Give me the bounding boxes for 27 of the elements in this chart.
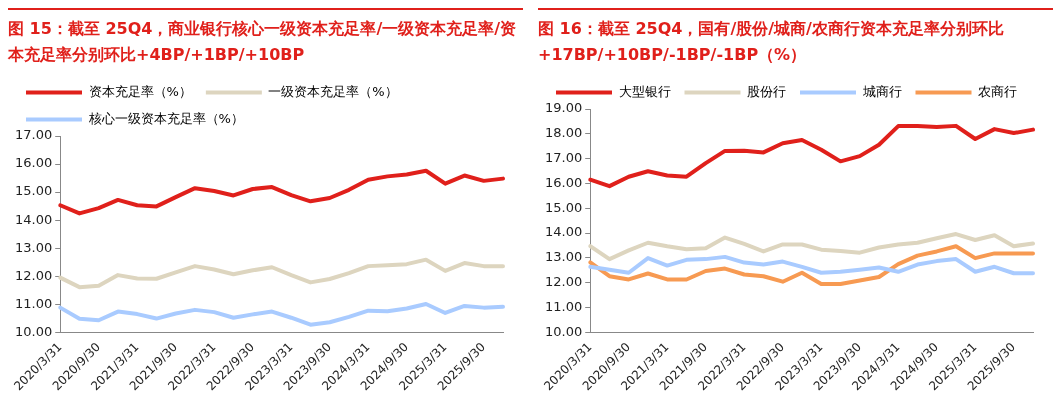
- y-tick-label: 15.00: [15, 183, 53, 199]
- chart-title: 图 15：截至 25Q4，商业银行核心一级资本充足率/一级资本充足率/资本充足率分别环比+4BP/+1BP/+10BP: [8, 8, 523, 72]
- y-tick-label: 10.00: [15, 323, 53, 339]
- legend-label: 一级资本充足率（%）: [268, 83, 398, 99]
- legend-label: 股份行: [747, 83, 786, 99]
- y-tick-label: 13.00: [15, 239, 53, 255]
- legend-label: 农商行: [978, 83, 1017, 99]
- y-tick-label: 14.00: [15, 211, 53, 227]
- legend-label: 核心一级资本充足率（%）: [87, 110, 244, 126]
- y-tick-label: 11.00: [15, 295, 53, 311]
- y-tick-label: 14.00: [545, 224, 583, 240]
- legend-label: 城商行: [861, 83, 902, 99]
- y-tick-label: 16.00: [545, 174, 583, 190]
- legend-label: 大型银行: [618, 83, 671, 99]
- y-tick-label: 13.00: [545, 249, 583, 265]
- y-tick-label: 17.00: [15, 127, 53, 143]
- y-tick-label: 10.00: [545, 323, 583, 339]
- y-tick-label: 15.00: [545, 199, 583, 215]
- y-tick-label: 16.00: [15, 155, 53, 171]
- y-tick-label: 12.00: [15, 267, 53, 283]
- chart-title: 图 16：截至 25Q4，国有/股份/城商/农商行资本充足率分别环比+17BP/+10BP/-1BP/-1BP（%）: [538, 8, 1053, 72]
- y-tick-label: 17.00: [545, 150, 583, 165]
- y-tick-label: 11.00: [545, 298, 583, 314]
- y-tick-label: 12.00: [545, 274, 583, 290]
- y-tick-label: 19.00: [545, 100, 583, 116]
- y-tick-label: 18.00: [545, 125, 583, 141]
- legend-label: 资本充足率（%）: [88, 83, 192, 99]
